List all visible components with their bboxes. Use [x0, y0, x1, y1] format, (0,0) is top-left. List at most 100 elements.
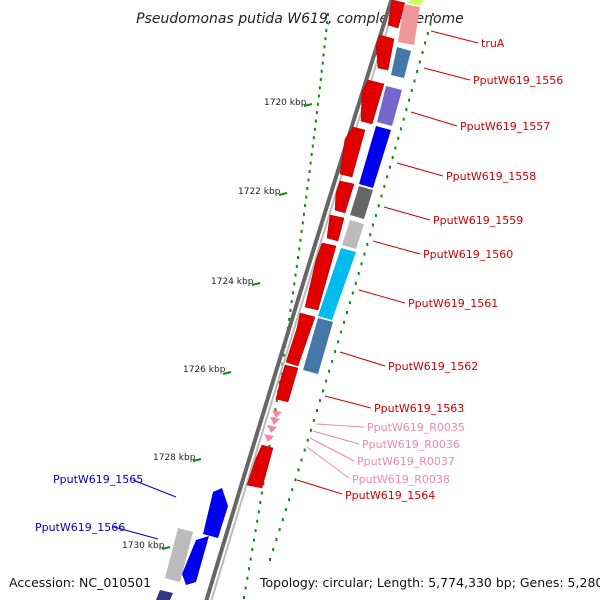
- leader-line: [296, 479, 343, 495]
- guide-dot: [316, 102, 319, 106]
- guide-dot: [316, 409, 318, 413]
- gene-label[interactable]: PputW619_R0036: [362, 438, 460, 451]
- guide-dot: [275, 538, 278, 541]
- gene-label[interactable]: PputW619_1561: [408, 297, 498, 310]
- map-title: Pseudomonas putida W619, complete genome: [136, 11, 464, 27]
- feature-block-lightgreen: [407, 0, 424, 6]
- guide-dot: [299, 238, 302, 242]
- guide-dot: [386, 175, 389, 179]
- guide-dot: [292, 291, 294, 295]
- guide-dot: [278, 528, 281, 531]
- guide-dot: [357, 272, 360, 275]
- guide-dot: [397, 136, 400, 140]
- guide-dot: [269, 558, 271, 561]
- trna-arrow[interactable]: [264, 434, 274, 442]
- guide-dot: [268, 444, 271, 448]
- leader-line: [396, 162, 444, 177]
- guide-dot: [348, 301, 351, 305]
- guide-dot: [307, 178, 310, 182]
- feature-block-lightgray-2[interactable]: [165, 528, 193, 582]
- gene-label[interactable]: PputW619_1566: [35, 521, 125, 534]
- feature-block-blue[interactable]: [359, 126, 391, 188]
- gene-arrow-forward[interactable]: [387, 0, 406, 29]
- gene-label[interactable]: PputW619_1559: [433, 214, 523, 227]
- gene-arrow-forward[interactable]: [326, 214, 345, 242]
- gene-arrow-reverse[interactable]: [203, 488, 228, 538]
- guide-dot: [256, 519, 259, 523]
- guide-dot: [405, 108, 408, 112]
- feature-block-steelblue-2[interactable]: [303, 318, 333, 374]
- gene-arrow-forward[interactable]: [334, 180, 355, 214]
- gene-label[interactable]: PputW619_1563: [374, 402, 464, 415]
- guide-dot: [399, 127, 402, 131]
- guide-dot: [312, 136, 315, 140]
- gene-label[interactable]: PputW619_1560: [423, 248, 513, 261]
- guide-dot: [354, 281, 357, 285]
- guide-dot: [402, 117, 405, 121]
- leader-line: [383, 206, 431, 221]
- leader-line: [372, 240, 421, 255]
- guide-dot: [254, 529, 257, 533]
- guide-dot: [291, 488, 294, 492]
- gene-arrow-forward[interactable]: [375, 34, 395, 71]
- guide-dot: [301, 221, 304, 225]
- guide-dot: [244, 586, 247, 590]
- feature-block-steelblue[interactable]: [391, 47, 411, 78]
- gene-label[interactable]: PputW619_1562: [388, 360, 478, 373]
- forward-strand-genes: [246, 0, 406, 489]
- feature-block-lightgray[interactable]: [342, 220, 364, 249]
- trna-arrow[interactable]: [267, 425, 277, 433]
- guide-dot: [416, 70, 419, 73]
- gene-arrow-forward[interactable]: [246, 444, 274, 489]
- guide-dot: [303, 448, 306, 452]
- guide-dot: [312, 418, 315, 422]
- gene-label[interactable]: PputW619_1564: [345, 489, 435, 502]
- gene-label[interactable]: PputW619_R0037: [357, 455, 455, 468]
- gene-label[interactable]: truA: [481, 37, 505, 50]
- trna-arrow[interactable]: [272, 410, 282, 418]
- guide-dot: [314, 119, 317, 123]
- guide-dot: [426, 31, 429, 35]
- feature-block-pink[interactable]: [398, 4, 420, 45]
- leader-line: [430, 30, 479, 44]
- gene-arrow-forward[interactable]: [339, 126, 366, 178]
- guide-dot: [310, 153, 313, 156]
- scale-label-1722: 1722 kbp: [238, 187, 281, 197]
- guide-dot: [383, 184, 386, 188]
- feature-block-navy[interactable]: [156, 590, 173, 600]
- guide-dot: [351, 291, 354, 295]
- scale-tick: [251, 282, 261, 286]
- feature-block-purple[interactable]: [377, 86, 402, 126]
- guide-dot: [331, 359, 334, 363]
- guide-dot: [294, 273, 297, 277]
- scale-label-1726: 1726 kbp: [183, 365, 226, 375]
- gene-arrow-forward[interactable]: [360, 79, 385, 125]
- gene-label[interactable]: PputW619_R0038: [352, 473, 450, 486]
- guide-dot: [413, 79, 416, 83]
- guide-dot: [259, 500, 262, 504]
- scale-label-1724: 1724 kbp: [211, 277, 254, 287]
- guide-dot: [249, 557, 252, 561]
- guide-dot: [297, 468, 300, 472]
- gene-label[interactable]: PputW619_1565: [53, 473, 143, 486]
- gene-arrow-forward[interactable]: [285, 312, 316, 367]
- guide-dot: [410, 89, 413, 92]
- gene-label[interactable]: PputW619_1556: [473, 74, 563, 87]
- gene-arrow-reverse[interactable]: [182, 536, 209, 585]
- feature-block-darkgray[interactable]: [350, 186, 373, 219]
- gene-label[interactable]: PputW619_1558: [446, 170, 536, 183]
- guide-dot: [288, 498, 291, 502]
- guide-dot: [322, 53, 325, 57]
- gene-arrow-forward[interactable]: [304, 242, 337, 311]
- feature-block-cyan[interactable]: [318, 248, 356, 320]
- gene-label[interactable]: PputW619_1557: [460, 120, 550, 133]
- scale-label-1730: 1730 kbp: [122, 541, 165, 551]
- guide-dot: [374, 213, 377, 217]
- guide-dot: [248, 567, 250, 571]
- gene-arrow-forward[interactable]: [275, 364, 299, 403]
- feature-blocks: [303, 0, 424, 374]
- guide-dot: [337, 340, 340, 344]
- gene-label[interactable]: PputW619_R0035: [367, 421, 465, 434]
- trna-arrow[interactable]: [270, 417, 280, 425]
- guide-dot: [253, 538, 255, 542]
